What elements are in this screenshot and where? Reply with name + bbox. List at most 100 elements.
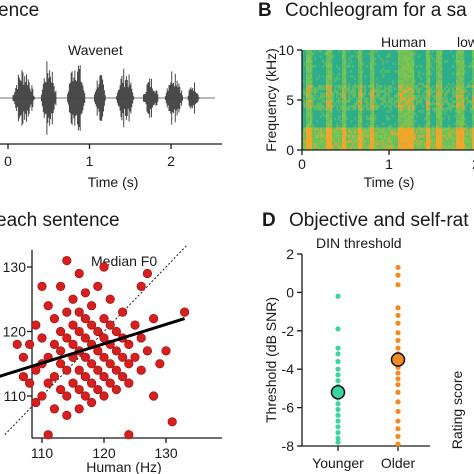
cochleogram-cell	[334, 102, 337, 106]
cochleogram-cell	[410, 122, 413, 126]
cochleogram-cell	[440, 120, 443, 123]
cochleogram-cell	[340, 92, 343, 96]
cochleogram-cell	[350, 75, 353, 78]
cochleogram-cell	[400, 140, 403, 143]
panel-d-point	[335, 358, 341, 365]
cochleogram-cell	[400, 50, 403, 53]
cochleogram-cell	[440, 125, 443, 128]
cochleogram-cell	[454, 140, 457, 143]
cochleogram-cell	[372, 70, 375, 73]
cochleogram-cell	[336, 142, 339, 146]
cochleogram-cell	[360, 92, 363, 96]
cochleogram-cell	[312, 102, 315, 106]
cochleogram-cell	[400, 57, 403, 61]
cochleogram-cell	[432, 145, 435, 148]
cochleogram-cell	[306, 80, 309, 83]
cochleogram-cell	[408, 142, 411, 146]
cochleogram-cell	[322, 130, 325, 133]
cochleogram-cell	[452, 72, 455, 76]
cochleogram-cell	[448, 137, 451, 141]
cochleogram-cell	[470, 137, 473, 141]
cochleogram-cell	[462, 50, 465, 53]
cochleogram-cell	[432, 57, 435, 61]
cochleogram-cell	[370, 135, 373, 138]
cochleogram-cell	[306, 100, 309, 103]
cochleogram-cell	[310, 145, 313, 148]
cochleogram-cell	[342, 147, 345, 151]
cochleogram-cell	[446, 100, 449, 103]
cochleogram-cell	[404, 75, 407, 78]
cochleogram-cell	[452, 127, 455, 131]
cochleogram-cell	[302, 52, 305, 56]
cochleogram-cell	[342, 135, 345, 138]
cochleogram-cell	[358, 82, 361, 86]
cochleogram-cell	[418, 100, 421, 103]
cochleogram-cell	[414, 85, 417, 88]
cochleogram-cell	[422, 135, 425, 138]
cochleogram-cell	[402, 92, 405, 96]
cochleogram-cell	[304, 62, 307, 66]
cochleogram-cell	[342, 115, 345, 118]
cochleogram-cell	[322, 142, 325, 146]
cochleogram-cell	[456, 137, 459, 141]
cochleogram-cell	[330, 52, 333, 56]
cochleogram-cell	[326, 62, 329, 66]
cochleogram-cell	[410, 110, 413, 113]
cochleogram-cell	[436, 80, 439, 83]
cochleogram-cell	[338, 72, 341, 76]
cochleogram-cell	[358, 65, 361, 68]
cochleogram-cell	[346, 130, 349, 133]
cochleogram-cell	[408, 122, 411, 126]
cochleogram-cell	[432, 132, 435, 136]
cochleogram-cell	[444, 95, 447, 98]
cochleogram-cell	[432, 100, 435, 103]
cochleogram-cell	[354, 145, 357, 148]
cochleogram-cell	[458, 110, 461, 113]
cochleogram-cell	[328, 70, 331, 73]
cochleogram-cell	[404, 85, 407, 88]
cochleogram-cell	[406, 100, 409, 103]
cochleogram-cell	[436, 67, 439, 71]
cochleogram-cell	[388, 125, 391, 128]
cochleogram-cell	[438, 140, 441, 143]
scatter-point	[31, 397, 41, 408]
cochleogram-cell	[372, 147, 375, 151]
cochleogram-cell	[436, 135, 439, 138]
cochleogram-cell	[308, 110, 311, 113]
cochleogram-cell	[466, 132, 469, 136]
cochleogram-cell	[404, 140, 407, 143]
cochleogram-cell	[342, 52, 345, 56]
panel-d-point	[395, 272, 401, 278]
cochleogram-cell	[426, 85, 429, 88]
cochleogram-cell	[404, 67, 407, 71]
cochleogram-cell	[406, 125, 409, 128]
cochleogram-cell	[328, 72, 331, 76]
cochleogram-cell	[370, 57, 373, 61]
cochleogram-cell	[414, 112, 417, 116]
cochleogram-cell	[318, 132, 321, 136]
cochleogram-cell	[328, 145, 331, 148]
cochleogram-cell	[366, 115, 369, 118]
cochleogram-cell	[384, 147, 387, 151]
cochleogram-cell	[384, 142, 387, 146]
cochleogram-cell	[344, 65, 347, 68]
cochleogram-cell	[342, 87, 345, 91]
cochleogram-cell	[402, 142, 405, 146]
scatter-point	[62, 333, 72, 343]
cochleogram-cell	[398, 82, 401, 86]
cochleogram-cell	[306, 110, 309, 113]
cochleogram-cell	[314, 57, 317, 61]
cochleogram-cell	[330, 72, 333, 76]
cochleogram-cell	[472, 112, 474, 116]
cochleogram-cell	[312, 137, 315, 141]
cochleogram-cell	[460, 120, 463, 123]
cochleogram-cell	[414, 147, 417, 151]
cochleogram-cell	[460, 115, 463, 118]
panel-d-point	[395, 399, 401, 405]
cochleogram-cell	[450, 127, 453, 131]
cochleogram-cell	[456, 127, 459, 131]
cochleogram-cell	[328, 62, 331, 66]
cochleogram-cell	[462, 130, 465, 133]
cochleogram-cell	[400, 145, 403, 148]
